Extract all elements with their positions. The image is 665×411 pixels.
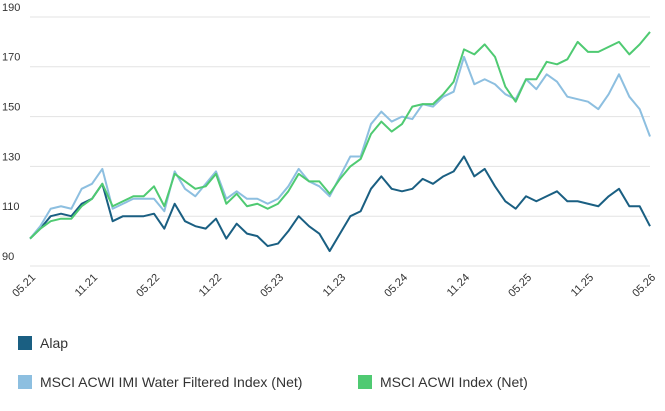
x-tick-label: 05.24 [382, 272, 410, 300]
x-tick-label: 05.22 [134, 272, 162, 300]
legend-swatch [18, 336, 32, 350]
series-line [29, 31, 651, 240]
y-tick-label: 150 [2, 102, 20, 114]
legend-label: MSCI ACWI IMI Water Filtered Index (Net) [40, 374, 303, 390]
x-tick-label: 11.21 [73, 272, 100, 299]
y-tick-label: 170 [2, 52, 20, 64]
legend-swatch [358, 375, 372, 389]
y-tick-label: 110 [2, 201, 20, 213]
x-tick-label: 05.25 [506, 272, 534, 300]
x-tick-label: 11.24 [445, 272, 472, 299]
y-tick-label: 190 [2, 2, 20, 14]
y-tick-label: 90 [2, 251, 14, 263]
x-tick-label: 05.23 [258, 272, 286, 300]
x-tick-label: 05.21 [10, 272, 38, 300]
chart: 90 110 130 150 170 190 05.21 11.21 05.22 11.22 05.… [2, 2, 658, 300]
series-line [29, 155, 651, 253]
series-line [29, 55, 651, 240]
x-tick-label: 05.26 [630, 272, 658, 300]
legend-item: Alap [18, 333, 68, 353]
x-tick-label: 11.23 [321, 272, 348, 299]
legend-swatch [18, 375, 32, 389]
x-tick-label: 11.22 [197, 272, 224, 299]
legend-item: MSCI ACWI IMI Water Filtered Index (Net) [18, 372, 338, 392]
x-tick-label: 11.25 [569, 272, 596, 299]
legend-label: Alap [40, 335, 69, 351]
legend-label: MSCI ACWI Index (Net) [380, 374, 528, 390]
y-tick-label: 130 [2, 151, 20, 163]
legend-item: MSCI ACWI Index (Net) [358, 372, 528, 392]
